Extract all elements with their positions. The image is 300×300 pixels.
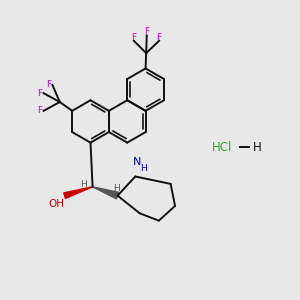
Text: F: F xyxy=(144,27,149,36)
Text: OH: OH xyxy=(48,199,64,209)
Text: F: F xyxy=(46,80,51,89)
Text: H: H xyxy=(253,141,261,154)
Text: H: H xyxy=(140,164,147,173)
Text: HCl: HCl xyxy=(212,141,232,154)
Text: H: H xyxy=(80,180,87,189)
Text: F: F xyxy=(157,33,162,42)
Text: F: F xyxy=(37,89,42,98)
Polygon shape xyxy=(93,187,119,199)
Text: F: F xyxy=(131,33,136,42)
Text: H: H xyxy=(113,184,119,193)
Text: F: F xyxy=(37,106,42,115)
Text: N: N xyxy=(133,158,141,167)
Polygon shape xyxy=(64,187,93,198)
